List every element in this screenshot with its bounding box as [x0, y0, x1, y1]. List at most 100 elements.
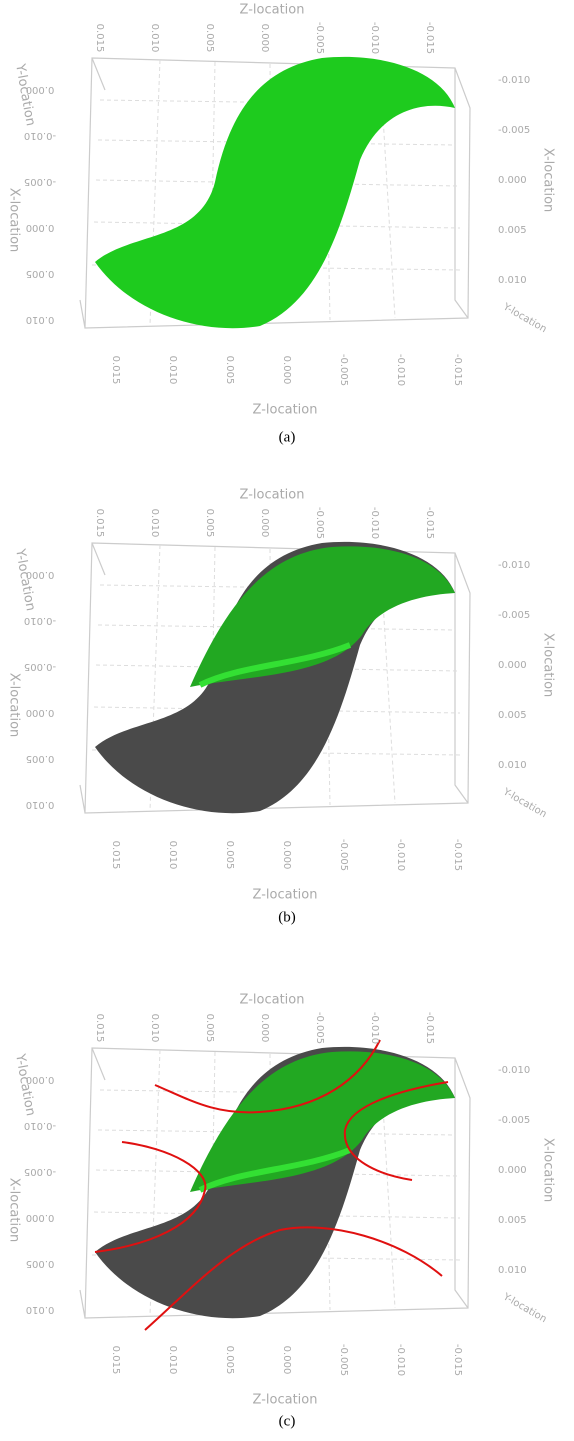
tick-label: 0.015	[110, 1346, 121, 1375]
tick-label: -0.005	[498, 1115, 530, 1126]
tick-label: -0.005	[24, 661, 56, 672]
tick-label: -0.005	[24, 1166, 56, 1177]
axis-title: X-location	[7, 1178, 22, 1243]
axis-title: X-location	[541, 633, 556, 698]
panel: Z-location 0.015 0.010 0.005 0.000 -0.005 -0.0…	[7, 3, 556, 418]
tick-label: 0.005	[498, 1215, 527, 1226]
tick-label: -0.010	[24, 130, 56, 141]
tick-label: 0.005	[224, 356, 235, 385]
tick-label: -0.010	[369, 1012, 380, 1044]
tick-label: 0.005	[204, 24, 215, 53]
axis-title: Z-location	[253, 888, 318, 903]
tick-label: 0.005	[224, 841, 235, 870]
tick-label: -0.005	[24, 176, 56, 187]
tick-label: 0.010	[498, 275, 527, 286]
point-cloud	[95, 56, 455, 329]
tick-label: -0.005	[498, 125, 530, 136]
tick-label: 0.000	[498, 660, 527, 671]
tick-label: -0.010	[498, 560, 530, 571]
tick-label: 0.000	[26, 1212, 55, 1223]
tick-label: 0.010	[26, 799, 55, 810]
tick-label: 0.000	[259, 24, 270, 53]
caption: (c)	[279, 1413, 296, 1429]
tick-label: -0.005	[498, 610, 530, 621]
tick-label: -0.010	[395, 1344, 406, 1376]
axis-title: X-location	[7, 673, 22, 738]
tick-label: 0.010	[26, 1304, 55, 1315]
tick-label: -0.010	[498, 1065, 530, 1076]
tick-label: -0.005	[314, 22, 325, 54]
axis-title: Z-location	[240, 993, 305, 1008]
tick-label: 0.010	[167, 356, 178, 385]
tick-label: 0.005	[204, 509, 215, 538]
panel: Z-location 0.015 0.010 0.005 0.000 -0.005 -0.0…	[7, 488, 556, 903]
tick-label: 0.000	[26, 569, 55, 580]
panel: Z-location 0.015 0.010 0.005 0.000 -0.005 -0.0…	[7, 993, 556, 1408]
tick-label: 0.000	[281, 841, 292, 870]
tick-label: -0.015	[452, 1344, 463, 1376]
surface-upper	[190, 546, 455, 687]
tick-label: 0.015	[94, 24, 105, 53]
axis-title: X-location	[7, 188, 22, 253]
tick-label: 0.015	[110, 841, 121, 870]
tick-label: -0.010	[369, 22, 380, 54]
tick-label: 0.010	[149, 509, 160, 538]
tick-label: 0.005	[26, 753, 55, 764]
tick-label: -0.010	[395, 839, 406, 871]
tick-label: 0.010	[26, 314, 55, 325]
plot-box	[79, 542, 471, 814]
tick-label: -0.015	[424, 1012, 435, 1044]
tick-label: -0.010	[395, 354, 406, 386]
tick-label: 0.000	[26, 222, 55, 233]
tick-label: 0.000	[498, 175, 527, 186]
tick-label: 0.015	[94, 509, 105, 538]
plot-box	[79, 1047, 471, 1319]
caption: (b)	[278, 909, 296, 925]
tick-label: 0.000	[26, 707, 55, 718]
axis-title: Y-location	[500, 786, 548, 820]
caption: (a)	[279, 429, 296, 445]
region-curve	[144, 1226, 443, 1331]
tick-label: 0.000	[26, 84, 55, 95]
tick-label: -0.005	[338, 839, 349, 871]
region-curve	[343, 1081, 449, 1181]
tick-label: -0.005	[338, 354, 349, 386]
tick-label: -0.010	[24, 615, 56, 626]
axis-title: Y-location	[500, 1291, 548, 1325]
tick-label: 0.000	[498, 1165, 527, 1176]
tick-label: 0.000	[281, 1346, 292, 1375]
tick-label: 0.015	[94, 1014, 105, 1043]
tick-label: 0.000	[259, 1014, 270, 1043]
axis-title: Y-location	[500, 301, 548, 335]
tick-label: -0.010	[24, 1120, 56, 1131]
tick-label: 0.005	[204, 1014, 215, 1043]
tick-label: -0.015	[424, 22, 435, 54]
axis-title: Z-location	[253, 403, 318, 418]
tick-label: 0.005	[498, 710, 527, 721]
tick-label: -0.005	[314, 1012, 325, 1044]
tick-label: -0.005	[338, 1344, 349, 1376]
tick-label: -0.005	[314, 507, 325, 539]
plot-box	[79, 57, 471, 329]
tick-label: 0.010	[167, 1346, 178, 1375]
tick-label: -0.010	[369, 507, 380, 539]
tick-label: 0.010	[149, 1014, 160, 1043]
tick-label: 0.015	[110, 356, 121, 385]
tick-label: 0.005	[26, 1258, 55, 1269]
tick-label: 0.005	[26, 268, 55, 279]
tick-label: -0.010	[498, 75, 530, 86]
region-curve	[94, 1141, 207, 1253]
tick-label: 0.000	[281, 356, 292, 385]
axis-title: X-location	[541, 1138, 556, 1203]
tick-label: -0.015	[424, 507, 435, 539]
axis-title: Z-location	[240, 488, 305, 503]
tick-label: 0.000	[26, 1074, 55, 1085]
tick-label: 0.010	[149, 24, 160, 53]
axis-title: X-location	[541, 148, 556, 213]
tick-label: -0.015	[452, 354, 463, 386]
axis-title: Z-location	[240, 3, 305, 18]
axis-title: Z-location	[253, 1393, 318, 1408]
tick-label: 0.000	[259, 509, 270, 538]
tick-label: 0.010	[498, 760, 527, 771]
